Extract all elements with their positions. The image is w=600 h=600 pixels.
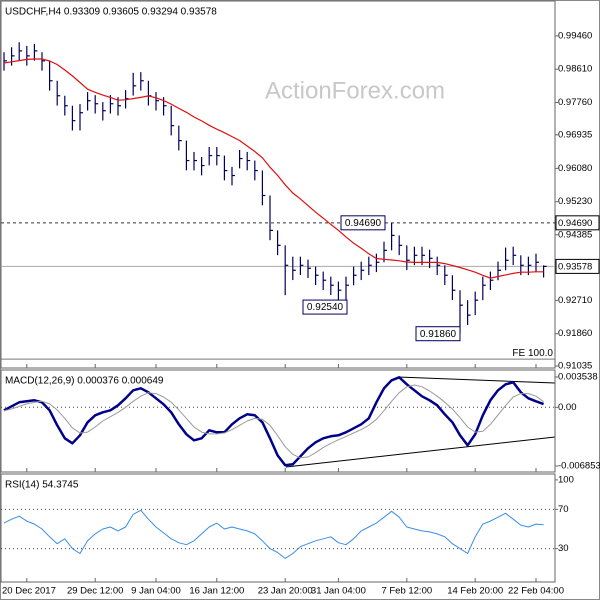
panel-title: RSI(14) 54.3745 [5, 480, 79, 491]
x-tick-label: 31 Jan 04:00 [311, 586, 366, 597]
y-tick-label: -0.006853 [558, 461, 600, 472]
panel-title: USDCHF,H4 0.93309 0.93605 0.93294 0.9357… [5, 7, 217, 18]
watermark: ActionForex.com [265, 77, 445, 104]
indicator-line [3, 509, 544, 559]
y-tick-label: 0.94385 [558, 229, 592, 240]
y-tick-label: 0.003538 [558, 372, 598, 383]
level-box [555, 215, 600, 231]
annotation-label: 0.92540 [307, 302, 344, 313]
panel-frame [0, 473, 556, 583]
macd-trendline [397, 376, 556, 384]
moving-average [3, 58, 544, 279]
x-tick-label: 14 Feb 20:00 [447, 586, 503, 597]
y-tick-label: 0.91860 [558, 328, 592, 339]
x-tick-label: 9 Jan 04:00 [131, 586, 181, 597]
y-tick-label: 70 [558, 504, 569, 515]
macd-trendline [285, 436, 556, 468]
x-tick-label: 29 Dec 12:00 [67, 586, 124, 597]
panel-frame [0, 0, 556, 369]
annotation-box [302, 299, 348, 315]
y-tick-label: 0.95230 [558, 196, 592, 207]
y-tick-label: 0.99460 [558, 30, 592, 41]
y-tick-label: 100 [558, 474, 574, 485]
panel-title: MACD(12,26,9) 0.000376 0.000649 [5, 376, 164, 387]
indicator-line [3, 384, 544, 459]
level-box [555, 258, 600, 274]
x-tick-label: 23 Jan 20:00 [258, 586, 313, 597]
x-tick-label: 22 Feb 04:00 [508, 586, 564, 597]
annotation-label: 0.91860 [420, 329, 457, 340]
x-tick-label: 16 Jan 12:00 [189, 586, 244, 597]
x-tick-label: 20 Dec 2017 [2, 586, 56, 597]
annotation-box [415, 326, 461, 342]
y-tick-label: 30 [558, 543, 569, 554]
x-tick-label: 7 Feb 12:00 [381, 586, 432, 597]
y-tick-label: 0.96935 [558, 129, 592, 140]
y-tick-label: 0.98610 [558, 64, 592, 75]
indicator-line [3, 376, 545, 467]
level-label: 0.94690 [558, 218, 592, 229]
y-tick-label: 0.97760 [558, 97, 592, 108]
level-label: 0.93578 [558, 261, 592, 272]
panel-frame [0, 369, 556, 473]
y-tick-label: 0.91035 [558, 361, 592, 372]
annotation-box [340, 215, 386, 231]
y-tick-label: 0.00 [558, 402, 577, 413]
y-tick-label: 0.92710 [558, 295, 592, 306]
annotation-label: 0.94690 [345, 218, 382, 229]
y-tick-label: 0.96080 [558, 163, 592, 174]
level-label: FE 100.0 [512, 348, 553, 359]
